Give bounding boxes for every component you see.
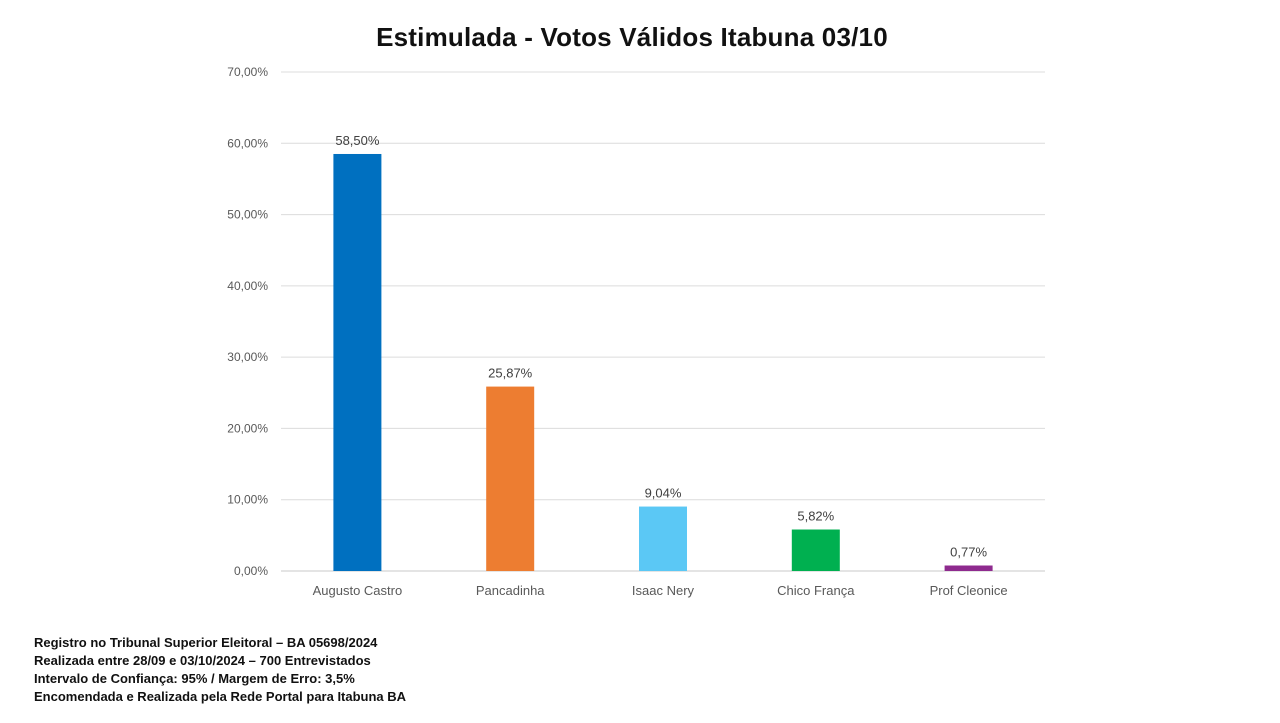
footer-confidence-margin: Intervalo de Confiança: 95% / Margem de … — [34, 671, 355, 686]
y-tick-label: 30,00% — [227, 350, 268, 364]
y-tick-label: 40,00% — [227, 279, 268, 293]
bar — [333, 153, 382, 571]
x-tick-label: Isaac Nery — [632, 583, 695, 598]
bar — [639, 506, 687, 571]
footer-sponsor: Encomendada e Realizada pela Rede Portal… — [34, 689, 407, 704]
bar — [791, 529, 840, 571]
y-tick-label: 50,00% — [227, 208, 268, 222]
data-label: 25,87% — [488, 366, 533, 381]
footer-date-sample: Realizada entre 28/09 e 03/10/2024 – 700… — [34, 653, 371, 668]
y-tick-label: 10,00% — [227, 493, 268, 507]
bar — [486, 386, 535, 571]
y-tick-label: 20,00% — [227, 421, 268, 435]
x-tick-label: Chico França — [777, 583, 855, 598]
bar — [944, 565, 993, 571]
gridlines — [281, 71, 1045, 572]
y-tick-label: 70,00% — [227, 65, 268, 79]
bars — [333, 153, 993, 571]
data-label: 5,82% — [797, 509, 834, 524]
x-axis-tick-labels: Augusto Castro Pancadinha Isaac Nery Chico … — [313, 583, 1008, 598]
x-tick-label: Augusto Castro — [313, 583, 403, 598]
data-label: 9,04% — [645, 486, 682, 501]
x-tick-label: Pancadinha — [476, 583, 545, 598]
chart-title: Estimulada - Votos Válidos Itabuna 03/10 — [376, 22, 888, 52]
data-labels: 58,50% 25,87% 9,04% 5,82% 0,77% — [335, 133, 987, 560]
y-tick-label: 0,00% — [234, 564, 268, 578]
data-label: 0,77% — [950, 545, 987, 560]
y-tick-label: 60,00% — [227, 136, 268, 150]
footer-registration: Registro no Tribunal Superior Eleitoral … — [34, 635, 378, 650]
y-axis-tick-labels: 0,00% 10,00% 20,00% 30,00% 40,00% 50,00% 60,00… — [227, 65, 268, 578]
survey-info-footer: Registro no Tribunal Superior Eleitoral … — [34, 634, 406, 706]
data-label: 58,50% — [335, 133, 380, 148]
x-tick-label: Prof Cleonice — [930, 583, 1008, 598]
